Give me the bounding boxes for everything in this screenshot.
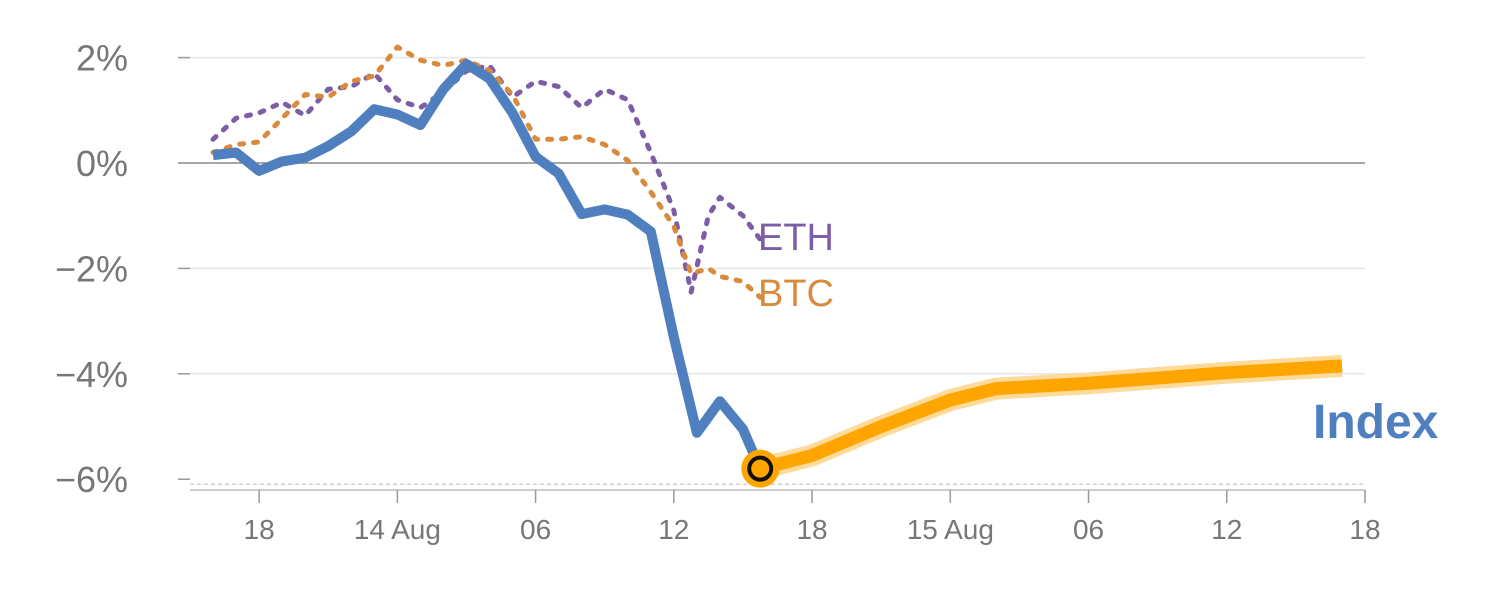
x-tick-label: 06 (1073, 514, 1104, 545)
x-axis-ticks: 18 14 Aug 06 12 18 15 Aug 06 12 18 (244, 490, 1381, 545)
x-tick-label: 06 (520, 514, 551, 545)
series-layer (210, 44, 1343, 488)
eth-series-line (210, 63, 763, 295)
y-tick-label: −4% (55, 354, 128, 395)
y-tick-label: −2% (55, 248, 128, 289)
x-tick-label: 12 (1211, 514, 1242, 545)
index-series-label: Index (1313, 396, 1439, 449)
x-tick-label: 12 (658, 514, 689, 545)
y-tick-label: 2% (76, 38, 128, 79)
eth-series-label: ETH (758, 217, 834, 259)
index-series-line (212, 58, 765, 471)
y-axis-ticks: 2% 0% −2% −4% −6% (55, 38, 128, 501)
x-tick-label: 18 (796, 514, 827, 545)
x-tick-label: 15 Aug (907, 514, 994, 545)
y-tick-label: 0% (76, 143, 128, 184)
index-projection-line (758, 359, 1343, 475)
endpoint-marker-halo (741, 449, 780, 488)
x-tick-label: 18 (244, 514, 275, 545)
y-tick-label: −6% (55, 459, 128, 500)
x-tick-label: 18 (1349, 514, 1380, 545)
series-labels: ETH BTC Index (758, 217, 1439, 449)
endpoint-marker (747, 455, 774, 482)
x-tick-label: 14 Aug (354, 514, 441, 545)
btc-series-label: BTC (758, 273, 834, 315)
btc-series-line (210, 44, 763, 300)
